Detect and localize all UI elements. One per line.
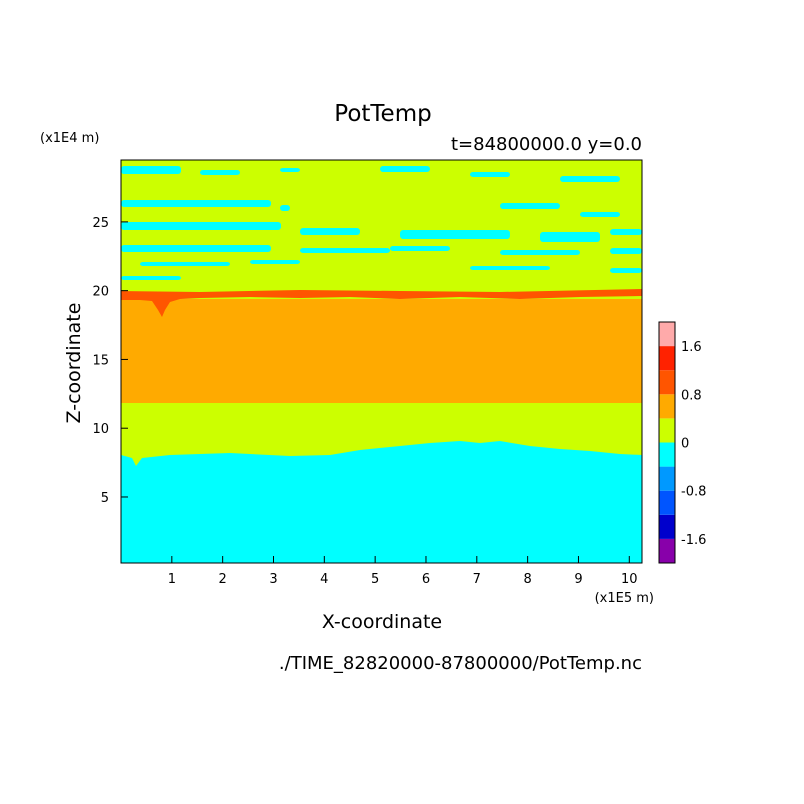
colorbar-tick-label: -1.6 [681, 533, 706, 548]
cyan-streak [560, 176, 620, 182]
x-tick-label: 3 [269, 572, 277, 587]
cyan-streak [390, 246, 450, 251]
colorbar-swatch [659, 370, 675, 395]
field-inversion-band [121, 289, 642, 317]
y-tick-label: 5 [101, 491, 109, 506]
x-tick-label: 5 [371, 572, 379, 587]
y-tick-label: 10 [92, 422, 109, 437]
colorbar-tick-label: 0.8 [681, 388, 702, 403]
cyan-streak [121, 200, 271, 207]
colorbar-frame [658, 321, 676, 564]
x-units-label: (x1E5 m) [595, 591, 654, 606]
cyan-streak [300, 228, 360, 235]
colorbar-swatch [659, 490, 675, 515]
cyan-streak [380, 166, 430, 172]
x-tick-label: 7 [473, 572, 481, 587]
y-axis-ticks: 5 10 15 20 25 [92, 216, 128, 506]
plot-frame [120, 159, 643, 564]
cyan-streak [121, 222, 281, 230]
cyan-streak [140, 262, 230, 266]
cyan-streak [500, 250, 580, 255]
cyan-streak [121, 245, 271, 252]
x-tick-label: 6 [422, 572, 430, 587]
colorbar-tick-label: 0 [681, 437, 689, 452]
colorbar-tick-label: -0.8 [681, 485, 706, 500]
colorbar-tick-label: 1.6 [681, 340, 702, 355]
x-tick-label: 1 [168, 572, 176, 587]
cyan-streak [280, 168, 300, 172]
plot-area: 1 2 3 4 5 6 7 8 9 10 5 10 15 20 25 [92, 159, 643, 587]
y-units-label: (x1E4 m) [40, 131, 99, 146]
footer-path: ./TIME_82820000-87800000/PotTemp.nc [279, 653, 642, 674]
y-tick-label: 20 [92, 285, 109, 300]
cyan-streak [540, 232, 600, 242]
cyan-streak [610, 248, 642, 254]
y-tick-label: 15 [92, 353, 109, 368]
colorbar-swatch [659, 466, 675, 491]
colorbar-swatch [659, 538, 675, 563]
x-tick-label: 2 [219, 572, 227, 587]
x-axis-label: X-coordinate [322, 611, 442, 633]
y-tick-label: 25 [92, 216, 109, 231]
cyan-streaks [121, 166, 642, 280]
cyan-streak [121, 276, 181, 280]
cyan-streak [610, 229, 642, 235]
colorbar-swatch [659, 394, 675, 419]
field-orange [121, 299, 642, 403]
colorbar-swatch [659, 346, 675, 371]
cyan-streak [610, 268, 642, 273]
cyan-streak [121, 166, 181, 174]
x-axis-ticks: 1 2 3 4 5 6 7 8 9 10 [168, 556, 638, 587]
chart-subtitle: t=84800000.0 y=0.0 [451, 134, 642, 155]
cyan-streak [400, 230, 510, 239]
cyan-streak [470, 266, 550, 270]
cyan-streak [200, 170, 240, 175]
cyan-streak [300, 248, 390, 253]
cyan-streak [470, 172, 510, 177]
cyan-streak [580, 212, 620, 217]
y-axis-label: Z-coordinate [63, 303, 85, 424]
x-tick-label: 4 [320, 572, 328, 587]
colorbar-swatch [659, 442, 675, 467]
cyan-streak [500, 203, 560, 209]
x-tick-label: 8 [523, 572, 531, 587]
x-tick-label: 9 [574, 572, 582, 587]
chart-title: PotTemp [334, 101, 431, 127]
cyan-streak [250, 260, 300, 264]
colorbar-swatch [659, 514, 675, 539]
colorbar-swatch [659, 322, 675, 347]
x-tick-label: 10 [621, 572, 638, 587]
colorbar: -1.6 -0.8 0 0.8 1.6 [658, 321, 706, 564]
colorbar-swatch [659, 418, 675, 443]
field-cyan-lower [121, 441, 642, 563]
cyan-streak [280, 205, 290, 211]
